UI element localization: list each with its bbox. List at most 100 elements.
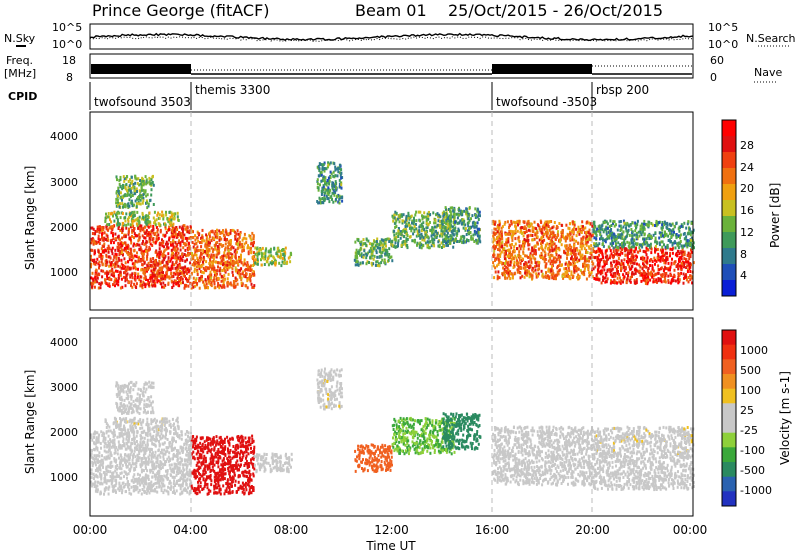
power-cell	[143, 242, 146, 246]
power-cell	[107, 238, 110, 242]
power-cell	[121, 187, 124, 191]
power-cell	[378, 243, 381, 247]
power-cell	[116, 260, 119, 264]
power-cell	[202, 248, 205, 252]
power-cell	[554, 246, 557, 250]
power-cell	[514, 271, 517, 275]
freq-label: Freq.	[6, 54, 33, 67]
power-cell	[527, 260, 530, 264]
power-cell	[531, 266, 534, 270]
power-cell	[122, 205, 124, 209]
power-cell	[423, 211, 426, 215]
power-cell	[149, 279, 152, 283]
power-cell	[212, 248, 215, 252]
power-cell	[334, 180, 337, 184]
power-cell	[460, 209, 463, 213]
power-cell	[478, 234, 481, 238]
power-cell	[105, 216, 108, 220]
power-cell	[520, 244, 523, 248]
power-cell	[114, 265, 117, 269]
power-cell	[273, 246, 276, 250]
power-cell	[147, 261, 150, 265]
power-cell	[462, 241, 465, 245]
power-cell	[519, 247, 522, 251]
power-cell	[106, 237, 109, 241]
power-cell	[240, 267, 243, 271]
power-cell	[186, 258, 188, 262]
power-cell	[537, 272, 540, 276]
power-cell	[457, 227, 460, 231]
power-cell	[628, 279, 631, 283]
power-cell	[130, 187, 133, 190]
power-cell	[195, 265, 198, 269]
power-cell	[205, 248, 208, 252]
power-cell	[268, 254, 271, 258]
power-cell	[644, 265, 647, 269]
power-cell	[390, 255, 393, 259]
power-cell	[322, 185, 325, 189]
power-cell	[118, 178, 121, 182]
power-cell	[613, 246, 616, 250]
power-cell	[527, 238, 530, 242]
power-cell	[139, 275, 142, 279]
power-cell	[335, 197, 337, 201]
power-cell	[110, 261, 113, 264]
power-cell	[513, 260, 516, 264]
power-cell	[587, 265, 590, 269]
power-cell	[224, 254, 227, 258]
cpid-label: CPID	[8, 90, 37, 103]
power-cell	[368, 261, 370, 264]
power-cell	[220, 279, 223, 283]
power-cell	[247, 250, 250, 254]
power-cell	[565, 267, 568, 270]
power-cell	[560, 223, 563, 227]
power-cell	[443, 240, 446, 243]
power-cell	[341, 196, 344, 199]
power-cell	[447, 208, 450, 211]
power-cell	[425, 215, 428, 219]
power-cell	[158, 250, 161, 254]
power-cell	[606, 237, 609, 241]
power-cell	[115, 197, 118, 201]
power-cell	[579, 242, 582, 246]
power-cell	[534, 233, 537, 237]
power-cell	[517, 270, 519, 274]
power-cell	[95, 261, 98, 264]
power-cell	[153, 210, 156, 214]
power-cell	[549, 257, 552, 261]
power-cell	[663, 223, 666, 227]
power-cell	[425, 226, 428, 230]
power-cell	[592, 267, 595, 271]
power-cell	[208, 244, 211, 248]
power-cell	[506, 266, 509, 270]
power-cell	[681, 263, 684, 267]
power-cell	[128, 213, 131, 217]
power-cell	[571, 238, 574, 242]
power-cell	[492, 254, 495, 258]
power-cell	[273, 262, 276, 266]
power-cell	[551, 264, 553, 268]
power-cell	[526, 237, 529, 241]
power-cell	[577, 273, 580, 277]
power-cell	[360, 240, 363, 244]
power-cell	[132, 256, 135, 260]
power-cell	[651, 223, 654, 227]
power-cell	[140, 179, 143, 183]
power-cell	[669, 251, 672, 255]
power-cell	[207, 286, 209, 290]
power-cell	[250, 238, 253, 242]
power-cell	[154, 219, 156, 223]
power-cell	[123, 179, 126, 183]
power-cell	[143, 282, 146, 286]
power-cell	[506, 276, 509, 280]
power-cell	[657, 277, 660, 281]
power-cell	[117, 201, 119, 205]
power-cell	[234, 230, 236, 234]
power-cell	[661, 250, 664, 254]
power-cell	[211, 250, 214, 254]
power-cell	[329, 188, 332, 192]
power-cell	[232, 261, 235, 265]
power-cell	[655, 224, 658, 228]
power-cell	[157, 233, 160, 237]
